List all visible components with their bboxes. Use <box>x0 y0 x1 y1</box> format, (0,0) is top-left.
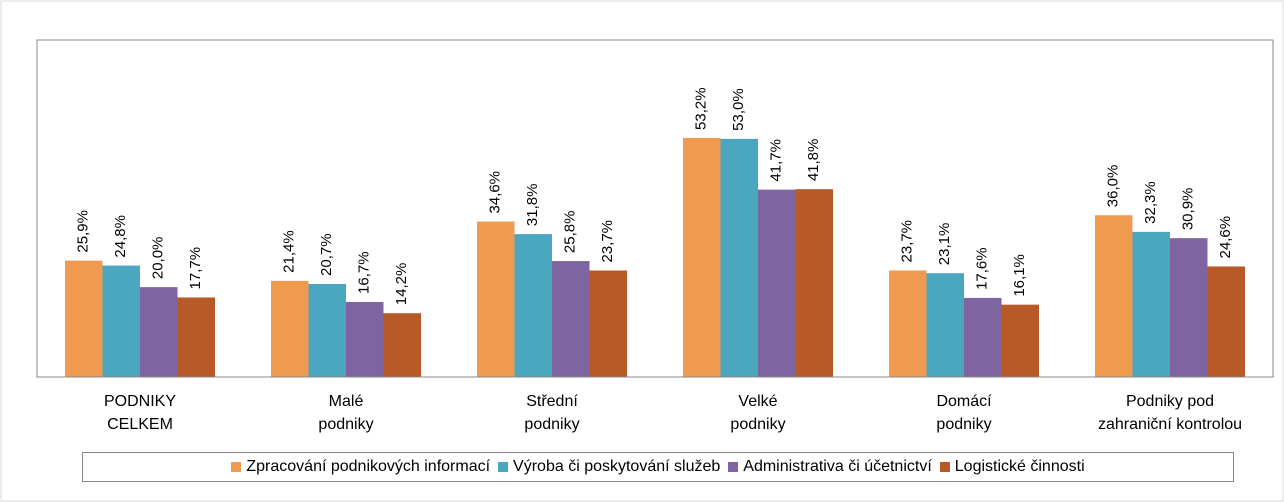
legend-label: Logistické činnosti <box>954 458 1085 475</box>
value-label: 53,0% <box>730 88 747 131</box>
legend-swatch <box>939 462 950 472</box>
bar <box>1207 266 1245 377</box>
value-label: 34,6% <box>487 171 504 214</box>
bar <box>1170 238 1208 377</box>
value-label: 30,9% <box>1180 188 1197 231</box>
legend-label: Zpracování podnikových informací <box>246 458 491 475</box>
bar <box>271 280 309 377</box>
value-label: 41,8% <box>805 139 822 182</box>
value-label: 53,2% <box>693 87 710 130</box>
value-label: 20,7% <box>318 233 335 276</box>
x-tick-label: PODNIKY CELKEM <box>103 393 176 433</box>
value-label: 23,1% <box>936 223 953 266</box>
legend-swatch <box>498 462 509 472</box>
x-tick-label: Malé podniky <box>318 393 374 433</box>
x-tick-label: Domácí podniky <box>936 393 992 433</box>
bar <box>65 260 103 377</box>
value-label: 25,8% <box>562 211 579 254</box>
legend-label: Výroba či poskytování služeb <box>513 458 721 475</box>
bar <box>589 270 627 377</box>
bar <box>926 273 964 377</box>
legend-entry: Zpracování podnikových informací <box>231 458 490 476</box>
value-label: 16,1% <box>1011 254 1028 297</box>
bar <box>1095 215 1133 377</box>
legend-swatch <box>728 462 739 472</box>
x-tick-label: Střední podniky <box>524 393 580 433</box>
bar <box>889 270 927 377</box>
value-label: 23,7% <box>899 220 916 263</box>
value-label: 31,8% <box>524 184 541 227</box>
legend-entry: Logistické činnosti <box>939 458 1085 476</box>
bar <box>102 265 140 377</box>
value-label: 41,7% <box>768 139 785 182</box>
value-label: 36,0% <box>1105 165 1122 208</box>
value-label: 17,7% <box>187 247 204 290</box>
bar <box>964 297 1002 377</box>
value-label: 14,2% <box>393 263 410 306</box>
value-label: 17,6% <box>974 247 991 290</box>
bar <box>720 138 758 377</box>
value-label: 23,7% <box>599 220 616 263</box>
bar <box>140 287 178 377</box>
value-label: 25,9% <box>75 210 92 253</box>
bar <box>514 234 552 377</box>
legend-swatch <box>231 462 242 472</box>
legend-label: Administrativa či účetnictví <box>743 458 932 475</box>
bar <box>683 137 721 377</box>
bar <box>177 297 215 377</box>
value-label: 20,0% <box>150 237 167 280</box>
bar <box>383 313 421 377</box>
legend: Zpracování podnikových informací Výroba č… <box>82 452 1234 482</box>
bar <box>346 301 384 377</box>
value-label: 32,3% <box>1142 181 1159 224</box>
bar <box>795 189 833 377</box>
bar <box>1001 304 1039 377</box>
legend-entry: Administrativa či účetnictví <box>728 458 932 476</box>
x-tick-label: Velké podniky <box>730 393 786 433</box>
legend-entry: Výroba či poskytování služeb <box>498 458 720 476</box>
value-label: 21,4% <box>281 230 298 273</box>
x-tick-label: Podniky pod zahraniční kontrolou <box>1097 393 1243 433</box>
bar <box>758 189 796 377</box>
bar <box>477 221 515 377</box>
plot-area <box>36 39 1274 378</box>
bar <box>1132 231 1170 377</box>
value-label: 16,7% <box>356 251 373 294</box>
value-label: 24,8% <box>112 215 129 258</box>
value-label: 24,6% <box>1217 216 1234 259</box>
bar <box>552 261 590 377</box>
bar <box>308 283 346 377</box>
